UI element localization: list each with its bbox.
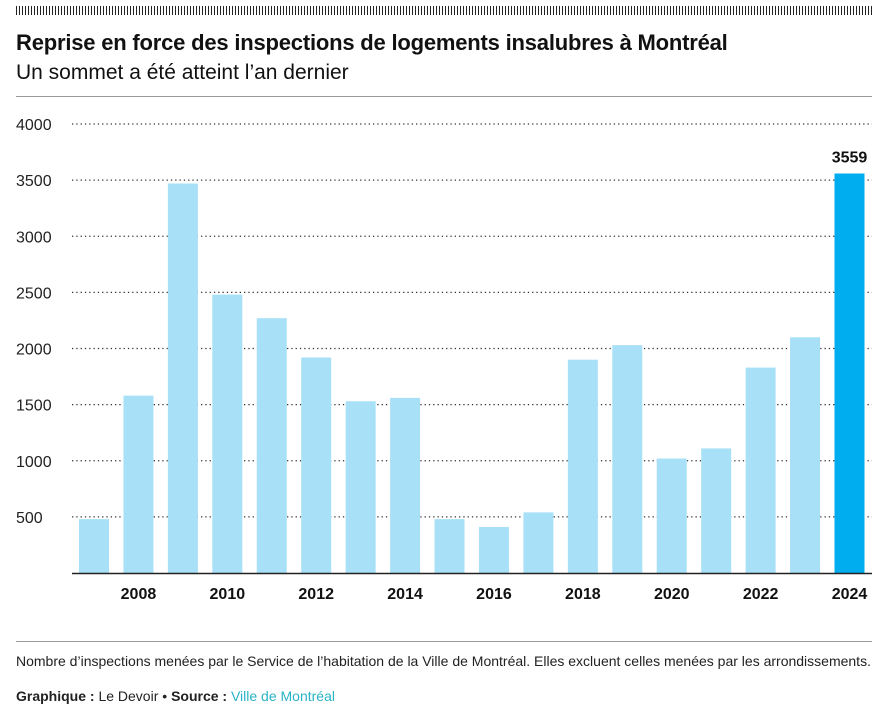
bar-2008 [123,395,154,573]
source-label: Source : [171,688,228,704]
bar-2024 [834,173,865,573]
bar-2021 [701,448,732,573]
bar-2009 [167,183,198,573]
chart-title: Reprise en force des inspections de loge… [16,30,728,55]
bar-2023 [790,337,821,573]
bar-2010 [212,294,243,573]
chart-subtitle: Un sommet a été atteint l’an dernier [16,61,349,84]
y-tick-label: 3500 [16,173,52,190]
y-tick-label: 2500 [16,285,52,302]
x-tick-label: 2014 [387,586,423,603]
footer-divider [16,641,872,642]
chart-area: 500 1000 1500 2000 2500 3000 3500 4000 2008 2010 2… [16,117,872,603]
x-tick-label: 2022 [743,586,779,603]
bar-chart: 500 1000 1500 2000 2500 3000 3500 4000 2008 2010 2… [16,117,872,603]
graphic-label: Graphique : [16,688,95,704]
x-tick-label: 2010 [210,586,246,603]
bar-2014 [390,397,421,573]
top-hatched-rule [16,6,872,15]
y-tick-label: 3000 [16,229,52,246]
bar-2016 [478,526,509,573]
data-label: 3559 [832,150,868,167]
credits-line: Graphique : Le Devoir • Source : Ville d… [16,688,335,705]
x-tick-label: 2024 [832,586,868,603]
x-tick-label: 2018 [565,586,601,603]
x-tick-label: 2008 [121,586,157,603]
x-tick-label: 2016 [476,586,512,603]
bar-2012 [301,357,332,573]
graphic-value: Le Devoir [98,688,159,704]
bar-2018 [567,359,598,573]
x-tick-label: 2012 [298,586,334,603]
bar-2013 [345,401,376,573]
y-tick-label: 500 [16,510,43,527]
bar-2015 [434,519,465,573]
bar-2020 [656,458,687,573]
header-divider [16,96,872,97]
source-link[interactable]: Ville de Montréal [230,688,335,704]
y-tick-label: 4000 [16,117,52,134]
x-tick-label: 2020 [654,586,690,603]
y-tick-label: 1000 [16,454,52,471]
y-tick-label: 2000 [16,342,52,359]
bar-2022 [745,367,776,573]
bar-2007 [79,519,109,573]
bar-2011 [256,318,287,573]
credits-separator: • [162,688,168,704]
bar-2017 [523,512,554,573]
y-tick-label: 1500 [16,398,52,415]
bar-2019 [612,345,643,573]
footnote: Nombre d’inspections menées par le Servi… [16,653,871,669]
